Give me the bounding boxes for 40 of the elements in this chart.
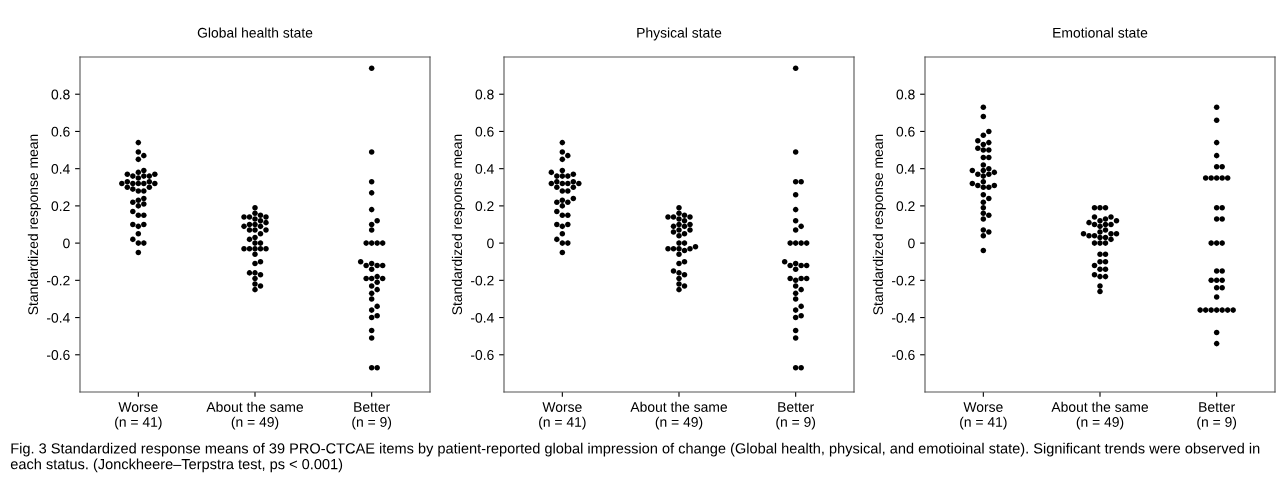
x-tick-label: About the same (n = 49) (206, 401, 304, 430)
y-tick-label: -0.4 (891, 312, 915, 323)
y-tick-label: 0.2 (51, 201, 70, 212)
y-tick-label: -0.6 (46, 350, 70, 360)
y-tick-label: -0.4 (46, 312, 70, 323)
y-tick-label: 0.4 (896, 164, 915, 174)
x-tick-label: About the same (n = 49) (1051, 401, 1149, 430)
y-tick-label: -0.6 (891, 350, 915, 360)
chart-title: Emotional state (1053, 27, 1148, 38)
x-tick-label: Worse (n = 41) (539, 402, 586, 430)
x-tick-label: Worse (n = 41) (115, 402, 162, 430)
y-tick-label: 0 (908, 238, 915, 249)
y-tick-label: 0.8 (896, 89, 915, 100)
caption: Fig. 3 Standardized response means of 39 PRO-CTCAE items by patient-reported global impression of change (Global health, physical, and emotioinal state). Significant trends were observed in each status. (Jonckheere–Terpstra test, ps < 0.001) (10, 442, 1260, 473)
y-tick-label: 0 (487, 238, 494, 249)
y-axis-title: Standardized response mean (451, 134, 465, 315)
y-tick-label: -0.2 (891, 275, 915, 286)
y-tick-label: 0.4 (475, 164, 494, 174)
x-tick-label: Worse (n = 41) (960, 402, 1007, 430)
y-tick-label: -0.2 (46, 275, 70, 286)
y-tick-label: 0.2 (475, 201, 494, 212)
y-tick-label: 0.8 (51, 89, 70, 100)
y-tick-label: 0.6 (475, 126, 494, 137)
chart-title: Global health state (197, 27, 313, 38)
y-axis-title: Standardized response mean (872, 134, 886, 315)
x-tick-label: Better (n = 9) (1197, 402, 1237, 430)
y-tick-label: -0.6 (470, 350, 494, 360)
x-tick-label: About the same (n = 49) (630, 401, 728, 430)
y-tick-label: 0.8 (475, 89, 494, 100)
y-tick-label: 0.4 (51, 164, 70, 174)
chart-title: Physical state (637, 27, 722, 41)
y-axis-title: Standardized response mean (27, 134, 41, 315)
x-tick-label: Better (n = 9) (352, 402, 392, 430)
y-tick-label: -0.4 (470, 312, 494, 323)
y-tick-label: 0 (63, 238, 70, 249)
y-tick-label: 0.2 (896, 201, 915, 212)
y-tick-label: -0.2 (470, 275, 494, 286)
y-tick-label: 0.6 (51, 126, 70, 137)
y-tick-label: 0.6 (896, 126, 915, 137)
x-tick-label: Better (n = 9) (776, 402, 816, 430)
